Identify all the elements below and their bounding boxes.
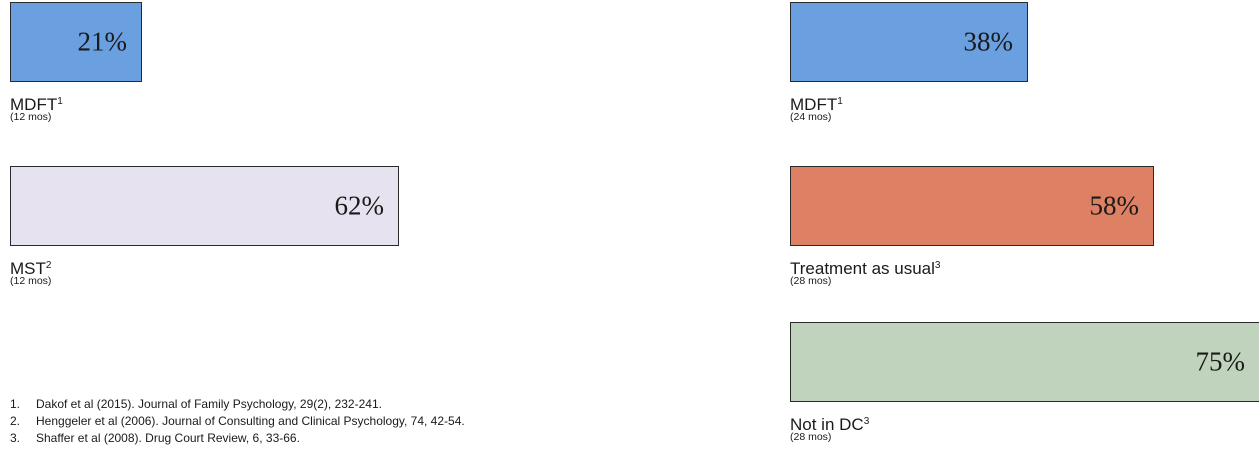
reference-number: 3. <box>10 431 21 445</box>
bar-category-label: Treatment as usual3 <box>790 256 940 278</box>
reference-text: Shaffer et al (2008). Drug Court Review,… <box>36 431 300 445</box>
reference-superscript: 1 <box>57 96 63 107</box>
reference-superscript: 3 <box>863 416 870 427</box>
bar-category-label: Not in DC3 <box>790 412 869 434</box>
bar: 21% <box>10 2 142 82</box>
reference-text: Henggeler et al (2006). Journal of Consu… <box>36 414 465 428</box>
reference-superscript: 2 <box>45 260 52 271</box>
bar-value-label: 38% <box>963 26 1014 57</box>
bar-duration-label: (12 mos) <box>10 275 52 287</box>
category-text: Treatment as usual <box>790 259 935 278</box>
bar-category-label: MDFT1 <box>10 92 63 114</box>
reference-text: Dakof et al (2015). Journal of Family Ps… <box>36 397 382 411</box>
reference-item: 2. Henggeler et al (2006). Journal of Con… <box>10 413 465 430</box>
references-list: 1. Dakof et al (2015). Journal of Family … <box>10 396 465 447</box>
bar-value-label: 62% <box>334 190 385 221</box>
bar-duration-label: (28 mos) <box>790 431 832 443</box>
reference-item: 3. Shaffer et al (2008). Drug Court Revie… <box>10 430 465 447</box>
bar-duration-label: (12 mos) <box>10 111 52 123</box>
bar-category-label: MDFT1 <box>790 92 843 114</box>
bar: 75% <box>790 322 1259 402</box>
reference-superscript: 3 <box>934 260 941 271</box>
category-text: MST <box>10 259 46 278</box>
bar-duration-label: (24 mos) <box>790 111 832 123</box>
reference-item: 1. Dakof et al (2015). Journal of Family … <box>10 396 465 413</box>
bar: 62% <box>10 166 399 246</box>
bar: 58% <box>790 166 1154 246</box>
category-text: Not in DC <box>790 415 864 434</box>
bar-value-label: 58% <box>1089 190 1140 221</box>
reference-number: 1. <box>10 397 21 411</box>
category-text: MDFT <box>790 95 838 114</box>
bar-value-label: 75% <box>1195 346 1246 377</box>
bar-category-label: MST2 <box>10 256 51 278</box>
category-text: MDFT <box>10 95 58 114</box>
bar: 38% <box>790 2 1028 82</box>
bar-value-label: 21% <box>77 26 128 57</box>
reference-superscript: 1 <box>837 96 843 107</box>
bar-duration-label: (28 mos) <box>790 275 832 287</box>
reference-number: 2. <box>10 414 21 428</box>
